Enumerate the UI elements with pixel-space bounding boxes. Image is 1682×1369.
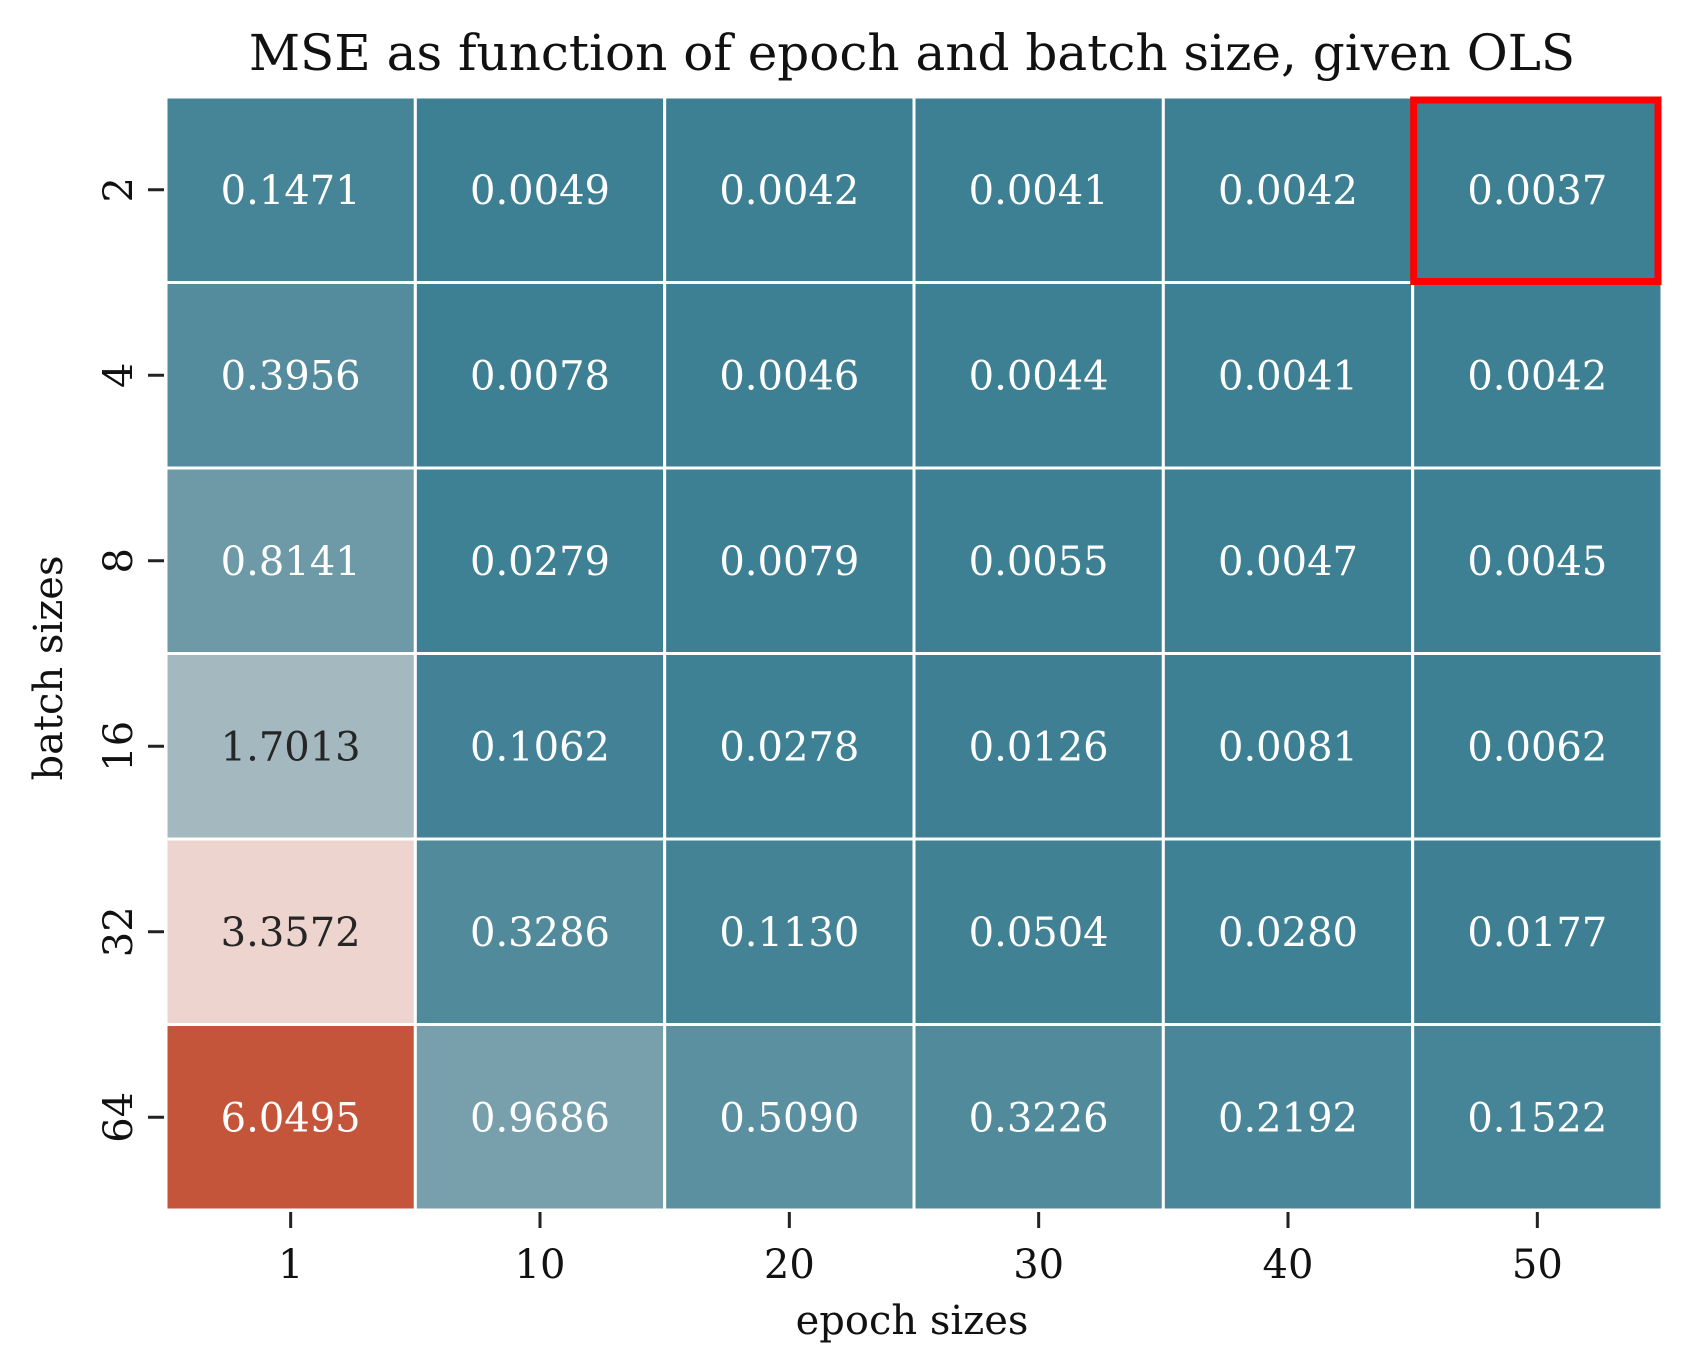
x-axis: 1 10 20 30 40 50 <box>278 1212 1563 1288</box>
chart-title: MSE as function of epoch and batch size,… <box>249 24 1575 82</box>
heatmap-cell <box>1411 652 1664 841</box>
heatmap-cell <box>912 1023 1165 1212</box>
cell-value-label: 0.0079 <box>719 539 859 585</box>
best-cell-highlight <box>1410 96 1662 285</box>
cell-value-label: 0.9686 <box>470 1095 610 1141</box>
cell-value-label: 0.0042 <box>719 168 859 214</box>
cell-value-label: 0.0041 <box>969 168 1109 214</box>
cell-value-label: 0.0044 <box>969 353 1109 399</box>
cell-value-label: 0.0042 <box>1467 353 1607 399</box>
heatmap-cell <box>413 652 667 841</box>
heatmap-cell <box>912 837 1165 1026</box>
cell-value-label: 0.0278 <box>719 724 859 770</box>
y-tick-label: 32 <box>96 906 142 957</box>
cell-value-label: 0.1062 <box>470 724 610 770</box>
cell-value-label: 1.7013 <box>221 724 361 770</box>
heatmap-cell <box>912 466 1165 655</box>
heatmap-cell <box>1161 1023 1415 1212</box>
cell-value-label: 0.1522 <box>1467 1095 1607 1141</box>
heatmap-cell <box>663 837 916 1026</box>
cell-value-label: 0.0041 <box>1218 353 1358 399</box>
cell-value-label: 0.0037 <box>1467 168 1607 214</box>
cell-value-label: 0.1471 <box>221 168 361 214</box>
cell-value-label: 0.0279 <box>470 539 610 585</box>
cell-value-label: 0.0078 <box>470 353 610 399</box>
y-tick-label: 64 <box>96 1092 142 1143</box>
heatmap-cell <box>164 837 417 1026</box>
cell-value-label: 0.0280 <box>1218 910 1358 956</box>
cell-value-label: 0.0049 <box>470 168 610 214</box>
cell-value-label: 0.0046 <box>719 353 859 399</box>
cell-value-label: 0.2192 <box>1218 1095 1358 1141</box>
cell-value-label: 0.0055 <box>969 539 1109 585</box>
cell-value-label: 0.0062 <box>1467 724 1607 770</box>
heatmap-cell <box>413 95 667 284</box>
cell-value-label: 0.3226 <box>969 1095 1109 1141</box>
heatmap-cell <box>663 652 916 841</box>
x-tick-label: 50 <box>1512 1242 1563 1288</box>
y-tick-label: 8 <box>96 548 142 573</box>
cell-value-label: 0.3286 <box>470 910 610 956</box>
heatmap-cell <box>164 652 417 841</box>
heatmap-cell <box>912 95 1165 284</box>
x-tick-label: 20 <box>764 1242 815 1288</box>
heatmap-cell <box>1161 652 1415 841</box>
x-tick-label: 40 <box>1263 1242 1314 1288</box>
heatmap-cell <box>413 281 667 470</box>
heatmap-cell <box>663 95 916 284</box>
cell-value-label: 3.3572 <box>221 910 361 956</box>
cell-value-label: 0.0045 <box>1467 539 1607 585</box>
heatmap-cell <box>1411 281 1664 470</box>
heatmap-cell <box>1161 837 1415 1026</box>
heatmap-cell <box>1411 837 1664 1026</box>
cell-value-label: 6.0495 <box>221 1095 361 1141</box>
cell-value-label: 0.0126 <box>969 724 1109 770</box>
heatmap-cell <box>164 95 417 284</box>
heatmap-cells: 0.1471 0.0049 0.0042 0.0041 0.0042 0.0037 0.39… <box>164 95 1664 1212</box>
x-tick-label: 10 <box>515 1242 566 1288</box>
y-axis: 2 4 8 16 32 64 <box>96 177 164 1143</box>
heatmap-cell <box>164 1023 417 1212</box>
y-tick-label: 2 <box>96 177 142 202</box>
cell-value-label: 0.0504 <box>969 910 1109 956</box>
cell-value-label: 0.3956 <box>221 353 361 399</box>
cell-value-label: 0.5090 <box>719 1095 859 1141</box>
heatmap-cell <box>1411 1023 1664 1212</box>
heatmap-cell <box>1161 466 1415 655</box>
cell-value-label: 0.0042 <box>1218 168 1358 214</box>
cell-value-label: 0.8141 <box>221 539 361 585</box>
cell-value-label: 0.0081 <box>1218 724 1358 770</box>
x-tick-label: 30 <box>1013 1242 1064 1288</box>
heatmap-cell <box>1411 466 1664 655</box>
heatmap-cell <box>413 466 667 655</box>
heatmap-cell <box>1411 95 1664 284</box>
cell-value-label: 0.1130 <box>719 910 859 956</box>
y-tick-label: 16 <box>96 721 142 772</box>
y-axis-label: batch sizes <box>26 556 72 781</box>
heatmap-cell <box>912 281 1165 470</box>
y-tick-label: 4 <box>96 363 142 388</box>
heatmap-cell <box>912 652 1165 841</box>
cell-value-label: 0.0177 <box>1467 910 1607 956</box>
x-axis-label: epoch sizes <box>796 1298 1029 1344</box>
cell-value-label: 0.0047 <box>1218 539 1358 585</box>
x-tick-label: 1 <box>278 1242 303 1288</box>
